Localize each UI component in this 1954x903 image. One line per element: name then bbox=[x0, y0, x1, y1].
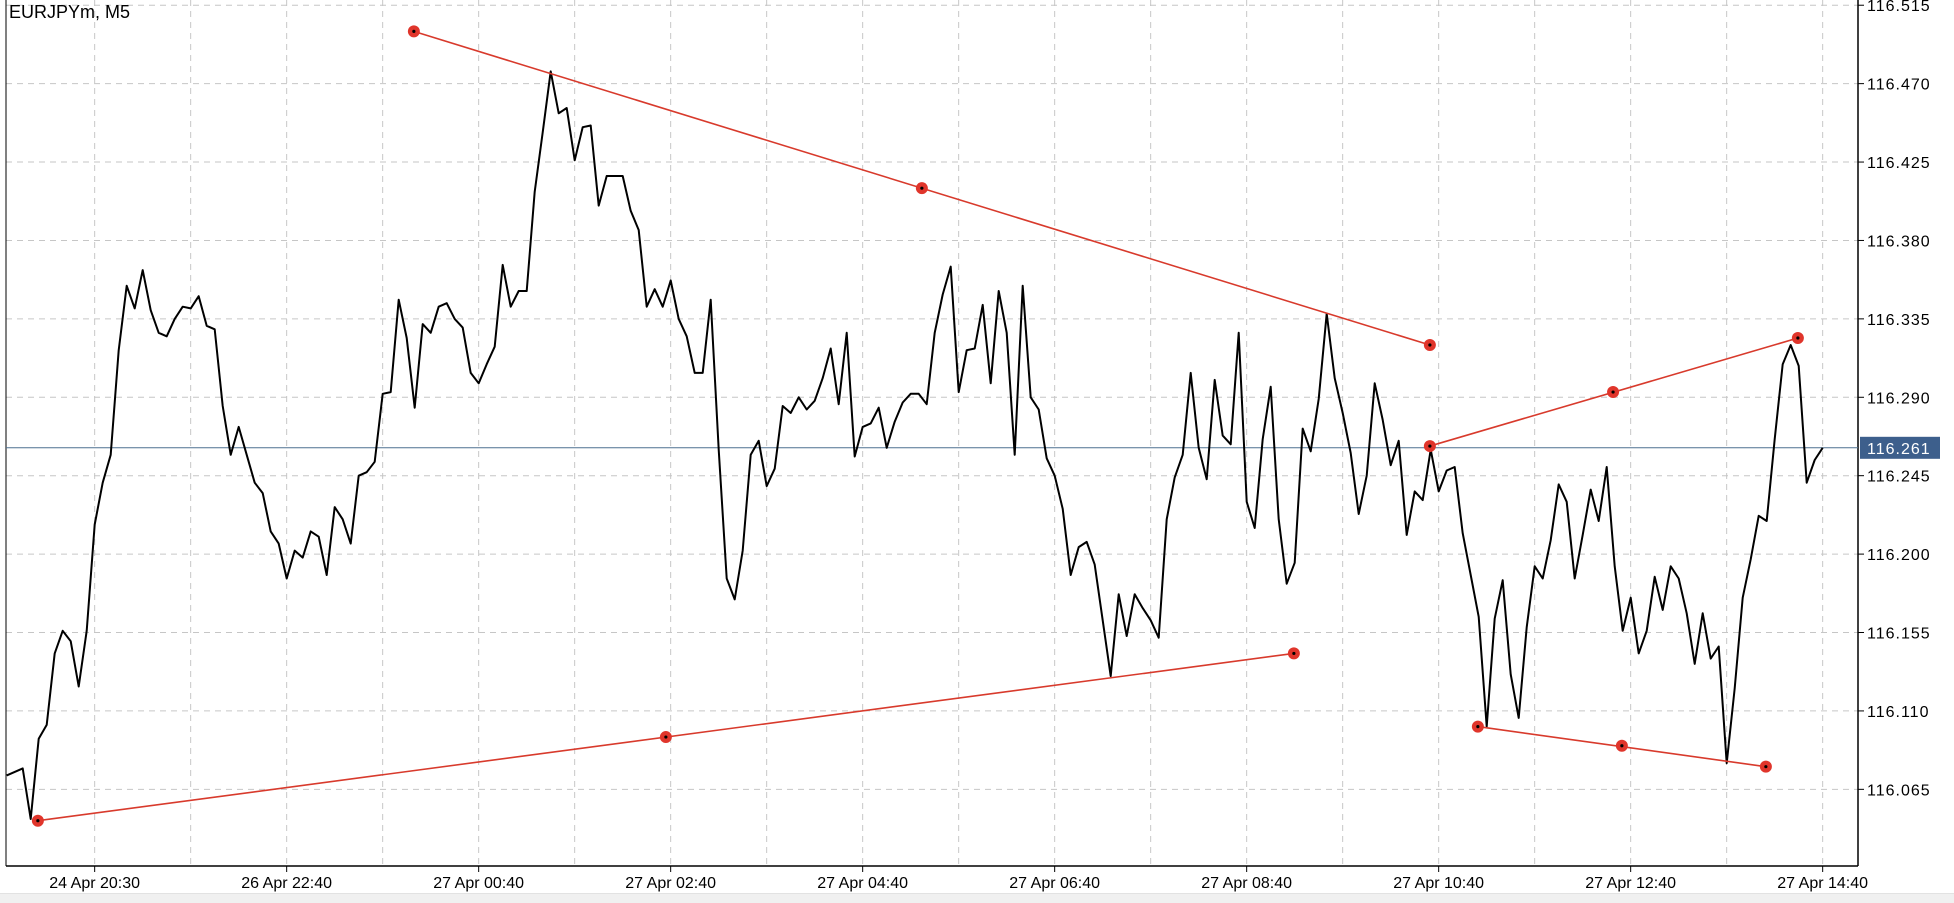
anchor-center-dot bbox=[1764, 765, 1768, 769]
x-tick-label: 27 Apr 06:40 bbox=[1009, 875, 1100, 892]
current-price-label: 116.261 bbox=[1867, 441, 1931, 458]
trendline[interactable] bbox=[1471, 720, 1772, 773]
anchor-center-dot bbox=[1428, 444, 1432, 448]
anchor-center-dot bbox=[1476, 725, 1480, 729]
current-price-badge bbox=[1860, 436, 1940, 459]
x-tick-label: 27 Apr 10:40 bbox=[1393, 875, 1484, 892]
y-tick-label: 116.425 bbox=[1867, 155, 1931, 172]
y-tick-label: 116.200 bbox=[1867, 547, 1931, 564]
anchor-center-dot bbox=[36, 819, 40, 823]
anchor-center-dot bbox=[1292, 651, 1296, 656]
x-tick-label: 27 Apr 14:40 bbox=[1777, 875, 1868, 892]
chart-title: EURJPYm, M5 bbox=[9, 2, 131, 22]
y-tick-label: 116.065 bbox=[1867, 782, 1931, 799]
close-price-line bbox=[6, 70, 1824, 820]
x-tick-label: 24 Apr 20:30 bbox=[49, 875, 140, 892]
grid bbox=[6, 0, 1858, 866]
y-tick-label: 116.380 bbox=[1867, 233, 1931, 250]
current-price-marker: 116.261 bbox=[6, 436, 1940, 459]
anchor-center-dot bbox=[920, 186, 924, 190]
price-series bbox=[6, 70, 1824, 820]
y-tick-label: 116.515 bbox=[1867, 0, 1931, 15]
anchor-center-dot bbox=[1796, 336, 1800, 340]
y-tick-label: 116.335 bbox=[1867, 312, 1931, 329]
anchor-center-dot bbox=[412, 29, 416, 33]
x-tick-label: 27 Apr 00:40 bbox=[433, 875, 524, 892]
trendline[interactable] bbox=[31, 647, 1300, 827]
x-tick-label: 26 Apr 22:40 bbox=[241, 875, 332, 892]
anchor-center-dot bbox=[1428, 343, 1432, 347]
y-tick-label: 116.110 bbox=[1867, 704, 1929, 721]
anchor-center-dot bbox=[1611, 390, 1615, 394]
y-tick-label: 116.470 bbox=[1867, 77, 1931, 94]
anchor-center-dot bbox=[1620, 744, 1624, 748]
x-tick-label: 27 Apr 08:40 bbox=[1201, 875, 1292, 892]
x-tick-label: 27 Apr 04:40 bbox=[817, 875, 908, 892]
window-footer bbox=[0, 893, 1954, 903]
axes: 116.515 116.470 116.425 116.380 116.335 116.2… bbox=[5, 0, 1931, 892]
x-tick-label: 27 Apr 12:40 bbox=[1585, 875, 1676, 892]
x-tick-label: 27 Apr 02:40 bbox=[625, 875, 716, 892]
trendline[interactable] bbox=[1423, 332, 1804, 453]
trendlines[interactable] bbox=[31, 25, 1804, 827]
trendline[interactable] bbox=[407, 25, 1436, 352]
y-tick-label: 116.155 bbox=[1867, 626, 1931, 643]
anchor-center-dot bbox=[664, 735, 668, 739]
y-tick-label: 116.245 bbox=[1867, 469, 1931, 486]
y-tick-label: 116.290 bbox=[1867, 390, 1931, 407]
